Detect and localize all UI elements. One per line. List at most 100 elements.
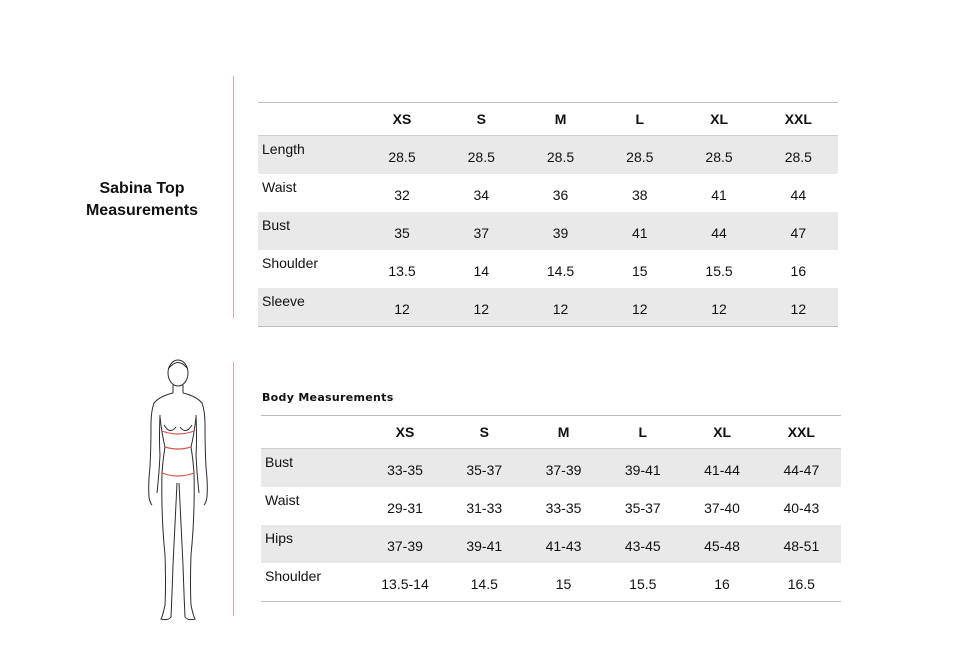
body-measurements-caption: Body Measurements [262,391,394,404]
cell-value: 12 [473,300,490,317]
cell-value: 38 [632,186,648,203]
cell-value: 41-43 [545,537,582,554]
cell-value: 37-40 [704,499,740,516]
cell-value: 36 [552,186,569,203]
cell-value: 28.5 [388,148,416,165]
size-header: M [554,111,567,127]
cell-value: 14 [473,262,490,279]
cell-value: 39-41 [624,461,661,478]
size-header: S [479,424,489,440]
header-corner [258,103,362,136]
cell-value: 28.5 [546,148,575,165]
waist-marker [164,446,192,450]
cell-value: 43-45 [624,537,661,554]
cell-value: 15.5 [705,262,733,279]
cell-value: 48-51 [783,537,820,554]
body-measurements-table: XS S M L XL XXL Bust 33-35 35-37 37-39 3… [261,415,841,602]
cell-value: 44-47 [783,461,820,478]
cell-value: 15.5 [629,575,657,592]
cell-value: 35 [394,224,410,241]
size-header: XXL [787,424,815,440]
cell-value: 13.5-14 [381,575,429,592]
cell-value: 33-35 [387,461,423,478]
cell-value: 44 [790,186,807,203]
table-row: Length 28.5 28.5 28.5 28.5 28.5 28.5 [258,135,838,174]
table-header-row: XS S M L XL XXL [261,415,841,449]
product-title-line2: Measurements [85,202,199,219]
row-label: Shoulder [265,568,322,584]
cell-value: 37-39 [545,461,582,478]
product-title: Sabina Top Measurements [62,178,222,222]
cell-value: 28.5 [626,148,654,165]
cell-value: 40-43 [783,499,820,516]
row-label: Bust [265,454,294,470]
table-row: Bust 33-35 35-37 37-39 39-41 41-44 44-47 [261,448,841,487]
row-label: Sleeve [262,293,305,309]
product-title-line1: Sabina Top [99,180,185,197]
cell-value: 45-48 [704,537,740,554]
cell-value: 35-37 [624,499,661,516]
cell-value: 13.5 [388,262,416,279]
size-header: M [557,424,570,440]
table-row: Shoulder 13.5 14 14.5 15 15.5 16 [258,250,838,288]
cell-value: 31-33 [466,499,503,516]
section-divider-top [233,76,234,318]
cell-value: 35-37 [466,461,503,478]
cell-value: 28.5 [705,148,733,165]
cell-value: 12 [790,300,807,317]
table-row: Waist 29-31 31-33 33-35 35-37 37-40 40-4… [261,487,841,525]
header-corner [261,416,365,449]
table-row: Bust 35 37 39 41 44 47 [258,212,838,250]
table-row: Shoulder 13.5-14 14.5 15 15.5 16 16.5 [261,563,841,602]
bust-marker [161,430,195,435]
cell-value: 37 [473,224,490,241]
body-figure-illustration [148,359,208,621]
figure-head [167,359,189,387]
table-row: Sleeve 12 12 12 12 12 12 [258,288,838,327]
cell-value: 29-31 [387,499,423,516]
cell-value: 15 [555,575,572,592]
cell-value: 16.5 [787,575,815,592]
cell-value: 39-41 [466,537,503,554]
cell-value: 16 [714,575,730,592]
cell-value: 41 [711,186,727,203]
cell-value: 44 [711,224,727,241]
garment-measurements-table: XS S M L XL XXL Length 28.5 28.5 28.5 28… [258,102,838,327]
size-header: XS [392,111,412,127]
section-divider-bottom [233,362,234,616]
cell-value: 28.5 [467,148,495,165]
cell-value: 34 [473,186,490,203]
size-header: XL [710,111,728,127]
cell-value: 41-44 [704,461,740,478]
row-label: Waist [265,492,300,508]
table-header-row: XS S M L XL XXL [258,102,838,136]
row-label: Shoulder [262,255,319,271]
cell-value: 14.5 [546,262,575,279]
cell-value: 28.5 [784,148,812,165]
table-row: Waist 32 34 36 38 41 44 [258,174,838,212]
cell-value: 39 [552,224,569,241]
hips-marker [161,472,195,477]
size-header: XS [395,424,415,440]
row-label: Length [262,141,305,157]
size-header: XL [713,424,731,440]
size-header: S [476,111,486,127]
cell-value: 47 [790,224,807,241]
cell-value: 12 [632,300,648,317]
cell-value: 33-35 [545,499,582,516]
cell-value: 12 [394,300,410,317]
cell-value: 14.5 [470,575,498,592]
cell-value: 41 [632,224,648,241]
cell-value: 37-39 [387,537,423,554]
row-label: Waist [262,179,297,195]
size-header: L [638,424,648,440]
row-label: Hips [265,530,294,546]
cell-value: 12 [552,300,569,317]
size-header: L [635,111,645,127]
size-header: XXL [784,111,812,127]
cell-value: 32 [394,186,410,203]
table-row: Hips 37-39 39-41 41-43 43-45 45-48 48-51 [261,525,841,563]
cell-value: 16 [790,262,807,279]
cell-value: 12 [711,300,727,317]
cell-value: 15 [632,262,648,279]
